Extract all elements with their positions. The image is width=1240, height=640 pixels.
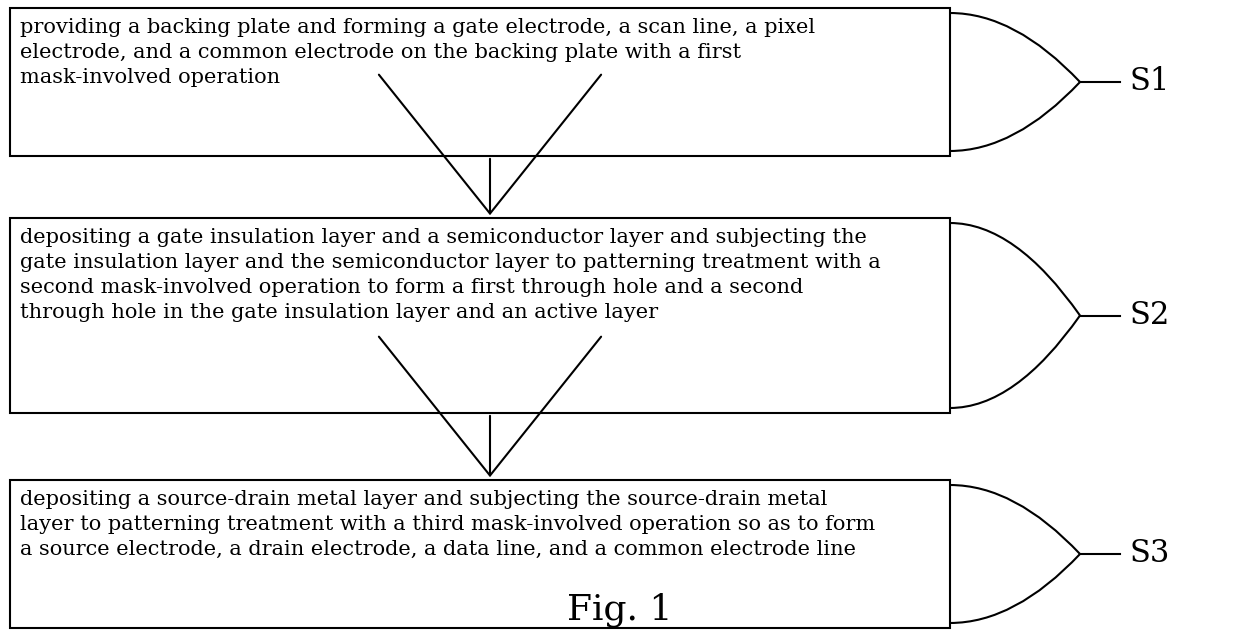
Text: depositing a gate insulation layer and a semiconductor layer and subjecting the
: depositing a gate insulation layer and a… bbox=[20, 228, 880, 322]
Bar bbox=[10, 480, 950, 628]
Text: S2: S2 bbox=[1130, 300, 1171, 331]
Text: Fig. 1: Fig. 1 bbox=[567, 593, 673, 627]
Text: S3: S3 bbox=[1130, 538, 1171, 570]
Bar bbox=[10, 218, 950, 413]
Text: providing a backing plate and forming a gate electrode, a scan line, a pixel
ele: providing a backing plate and forming a … bbox=[20, 18, 815, 87]
Bar bbox=[10, 8, 950, 156]
Text: S1: S1 bbox=[1130, 67, 1171, 97]
Text: depositing a source-drain metal layer and subjecting the source-drain metal
laye: depositing a source-drain metal layer an… bbox=[20, 490, 875, 559]
